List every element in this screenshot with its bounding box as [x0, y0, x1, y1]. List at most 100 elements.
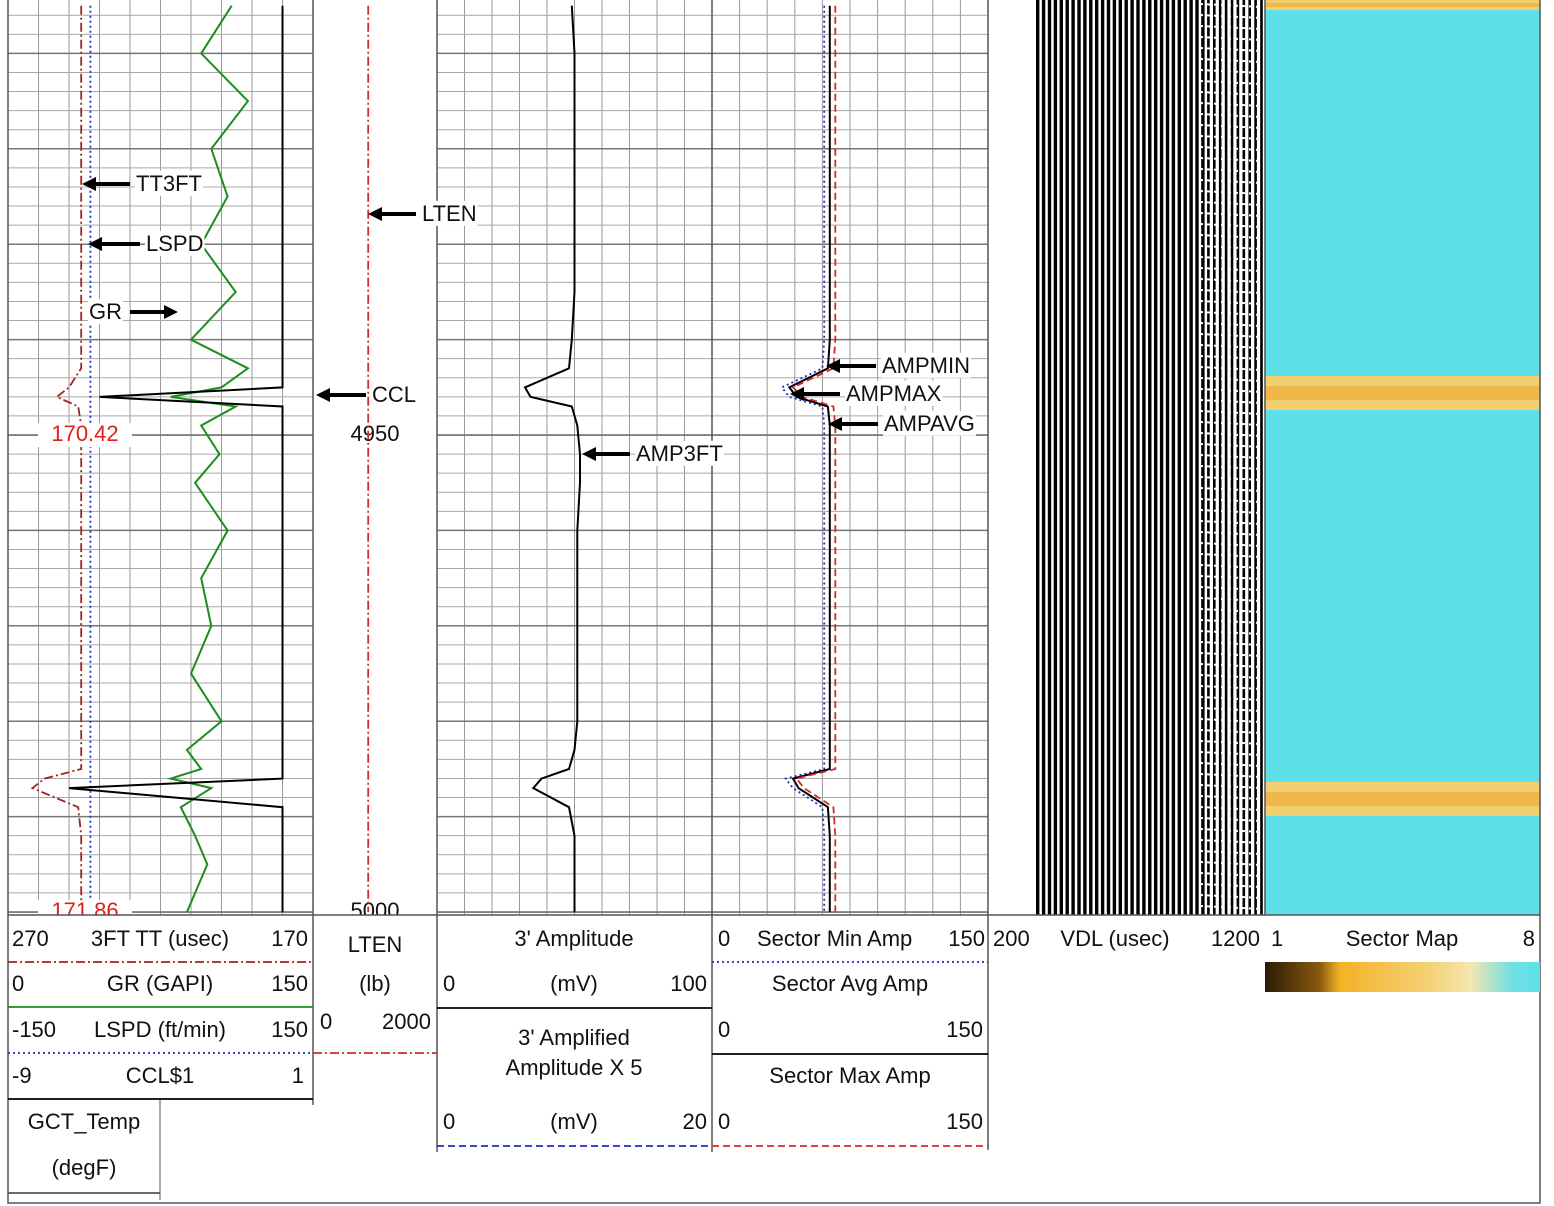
- vdl-noise: [1199, 762, 1263, 767]
- vdl-noise: [1199, 586, 1263, 591]
- annotation-arrow-head: [582, 447, 596, 461]
- vdl-noise: [1199, 102, 1263, 107]
- vdl-noise: [1199, 597, 1263, 602]
- vdl-stripe: [1218, 0, 1222, 915]
- vdl-stripe: [1148, 0, 1152, 915]
- legend-text: 200: [993, 926, 1030, 951]
- vdl-noise: [1199, 157, 1263, 162]
- vdl-noise: [1199, 289, 1263, 294]
- vdl-stripe: [1254, 0, 1257, 915]
- vdl-stripe: [1059, 0, 1063, 915]
- annotation-label: AMPMAX: [846, 381, 942, 406]
- vdl-noise: [1199, 641, 1263, 646]
- vdl-stripe: [1065, 0, 1069, 915]
- legend-text: 100: [670, 971, 707, 996]
- legend-text: GR (GAPI): [107, 971, 213, 996]
- vdl-noise: [1199, 190, 1263, 195]
- vdl-stripe: [1106, 0, 1111, 915]
- legend-text: GCT_Temp: [28, 1109, 140, 1134]
- vdl-noise: [1199, 476, 1263, 481]
- vdl-stripe: [1195, 0, 1199, 915]
- annotation-arrow-head: [826, 359, 840, 373]
- vdl-noise: [1199, 388, 1263, 393]
- vdl-noise: [1199, 91, 1263, 96]
- log-area: 4950 5000 170.42 171.86: [8, 0, 1540, 923]
- vdl-stripe: [1047, 0, 1052, 915]
- legend-text: 150: [271, 971, 308, 996]
- depth-label: 5000: [351, 898, 400, 923]
- legend-text: 1: [1271, 926, 1283, 951]
- vdl-noise: [1199, 421, 1263, 426]
- vdl-noise: [1199, 630, 1263, 635]
- vdl-noise: [1199, 454, 1263, 459]
- vdl-noise: [1199, 839, 1263, 844]
- vdl-noise: [1199, 828, 1263, 833]
- annotation-label: CCL: [372, 382, 416, 407]
- vdl-noise: [1199, 212, 1263, 217]
- vdl-noise: [1199, 487, 1263, 492]
- vdl-noise: [1199, 751, 1263, 756]
- vdl-stripe: [1260, 0, 1263, 915]
- annotation-label: AMP3FT: [636, 441, 723, 466]
- legend-text: 1: [292, 1063, 304, 1088]
- vdl-noise: [1199, 201, 1263, 206]
- annotation-label-bg: [135, 170, 203, 196]
- vdl-noise: [1199, 894, 1263, 899]
- vdl-noise: [1199, 509, 1263, 514]
- annotation-label: GR: [89, 299, 122, 324]
- legend-text: 150: [948, 926, 985, 951]
- vdl-stripe: [1124, 0, 1128, 915]
- vdl-stripe: [1171, 0, 1176, 915]
- annotation-label-bg: [421, 200, 478, 226]
- legend-text: LTEN: [348, 932, 403, 957]
- vdl-stripe: [1071, 0, 1075, 915]
- vdl-stripe: [1130, 0, 1134, 915]
- annotation-arrow-head: [88, 237, 102, 251]
- vdl-stripe: [1083, 0, 1087, 915]
- vdl-noise: [1199, 619, 1263, 624]
- vdl-noise: [1199, 377, 1263, 382]
- vdl-noise: [1199, 322, 1263, 327]
- legend-text: Sector Map: [1346, 926, 1459, 951]
- legend-text: 0: [718, 926, 730, 951]
- annotation-label-bg: [635, 440, 724, 466]
- legend-text: 1200: [1211, 926, 1260, 951]
- vdl-noise: [1199, 608, 1263, 613]
- legend-text: 150: [946, 1109, 983, 1134]
- vdl-noise: [1199, 806, 1263, 811]
- legend-text: Sector Max Amp: [769, 1063, 930, 1088]
- legend-text: Sector Avg Amp: [772, 971, 928, 996]
- legend-text: 3FT TT (usec): [91, 926, 229, 951]
- vdl-noise: [1199, 707, 1263, 712]
- vdl-noise: [1199, 696, 1263, 701]
- vdl-stripe: [1213, 0, 1216, 915]
- legend-text: Amplitude X 5: [506, 1055, 643, 1080]
- vdl-stripe: [1136, 0, 1140, 915]
- vdl-stripe: [1112, 0, 1117, 915]
- annotation-arrow-head: [316, 388, 330, 402]
- vdl-noise: [1199, 168, 1263, 173]
- legend-text: Sector Min Amp: [757, 926, 912, 951]
- vdl-noise: [1199, 267, 1263, 272]
- vdl-stripe: [1224, 0, 1228, 915]
- vdl-noise: [1199, 234, 1263, 239]
- header-frame: [7, 915, 1541, 1204]
- legend-text: 0: [320, 1009, 332, 1034]
- annotation-label: LSPD: [146, 231, 203, 256]
- sector-map: [1265, 0, 1540, 915]
- legend-text: (degF): [52, 1155, 117, 1180]
- vdl-noise: [1199, 311, 1263, 316]
- sector-map-band-core: [1265, 792, 1540, 806]
- curve: [787, 5, 831, 913]
- vdl-noise: [1199, 850, 1263, 855]
- vdl-noise: [1199, 410, 1263, 415]
- annotation-label-bg: [883, 410, 976, 436]
- vdl-noise: [1199, 47, 1263, 52]
- vdl-stripe: [1036, 0, 1040, 915]
- legend-text: 170: [271, 926, 308, 951]
- legend-text: 20: [683, 1109, 707, 1134]
- vdl-stripe: [1053, 0, 1058, 915]
- annotation-arrow-head: [790, 387, 804, 401]
- annotation-arrow-head: [828, 417, 842, 431]
- vdl-stripe: [1154, 0, 1158, 915]
